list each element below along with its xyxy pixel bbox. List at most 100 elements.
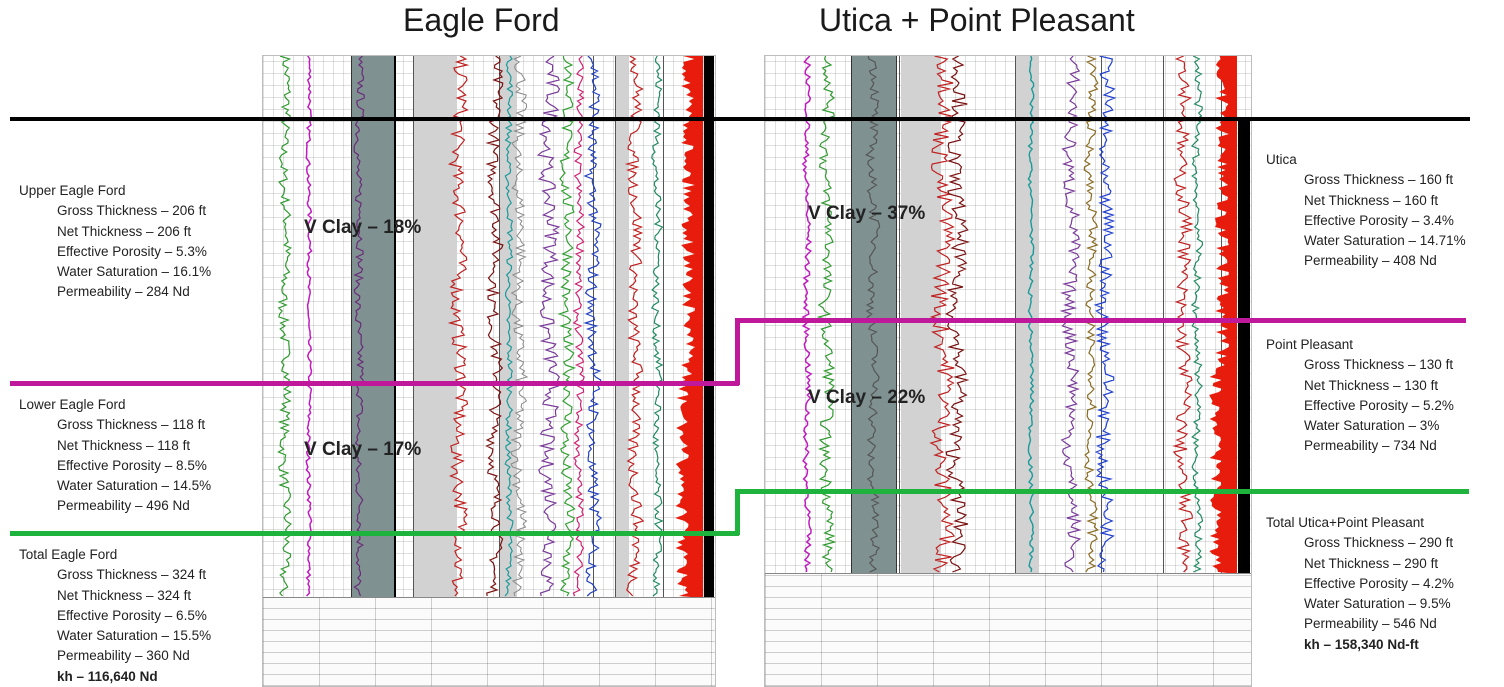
kh-total: kh – 116,640 Nd bbox=[57, 668, 158, 684]
track-separator bbox=[899, 56, 900, 686]
toc-curve bbox=[650, 56, 664, 597]
zone-total-eagle-ford: Total Eagle Ford Gross Thickness – 324 f… bbox=[19, 545, 211, 687]
log-track-headers bbox=[263, 597, 715, 686]
gamma-ray-baseline bbox=[305, 56, 313, 597]
depth-scale-bar bbox=[1238, 120, 1250, 575]
neutron-curve bbox=[510, 56, 529, 597]
net-thickness: Net Thickness – 290 ft bbox=[1304, 555, 1439, 571]
gamma-ray-baseline bbox=[801, 56, 813, 573]
track-separator bbox=[1101, 56, 1102, 686]
zone-point-pleasant: Point Pleasant Gross Thickness – 130 ft … bbox=[1266, 335, 1454, 457]
porosity-curve bbox=[1059, 56, 1083, 573]
saturation-track-shade bbox=[615, 56, 629, 686]
track-separator bbox=[1015, 56, 1016, 686]
gas-content-curve bbox=[624, 56, 645, 597]
gross-thickness: Gross Thickness – 206 ft bbox=[57, 203, 207, 219]
gamma-ray-curve bbox=[816, 56, 837, 573]
resistivity-curve bbox=[447, 56, 470, 597]
effective-porosity: Effective Porosity – 4.2% bbox=[1304, 575, 1454, 591]
permeability-fill bbox=[675, 56, 703, 598]
utica-point-pleasant-boundary-marker bbox=[735, 318, 1466, 323]
effective-porosity: Effective Porosity – 5.2% bbox=[1304, 397, 1454, 413]
base-step-marker bbox=[735, 489, 740, 535]
resistivity-track-shade bbox=[413, 56, 457, 686]
water-saturation: Water Saturation – 15.5% bbox=[57, 628, 212, 644]
density-curve bbox=[1027, 56, 1035, 573]
water-saturation: Water Saturation – 14.5% bbox=[57, 478, 212, 494]
gas-content-curve bbox=[1172, 56, 1194, 573]
resistivity-curve bbox=[485, 56, 504, 597]
saturation-curve bbox=[1093, 56, 1117, 573]
effective-porosity: Effective Porosity – 5.3% bbox=[57, 243, 207, 259]
effective-porosity: Effective Porosity – 6.5% bbox=[57, 607, 207, 623]
utica-well-log bbox=[764, 55, 1252, 687]
water-saturation: Water Saturation – 14.71% bbox=[1304, 233, 1466, 249]
saturation-curve bbox=[572, 56, 586, 597]
gross-thickness: Gross Thickness – 118 ft bbox=[57, 417, 206, 433]
clay-curve bbox=[865, 56, 881, 573]
track-separator bbox=[593, 56, 594, 686]
permeability: Permeability – 360 Nd bbox=[57, 648, 190, 664]
bulk-density-track-shade bbox=[499, 56, 517, 686]
eagle-ford-title: Eagle Ford bbox=[403, 2, 560, 38]
permeability: Permeability – 496 Nd bbox=[57, 498, 190, 514]
utica-point-pleasant-title: Utica + Point Pleasant bbox=[819, 2, 1135, 38]
gross-thickness: Gross Thickness – 324 ft bbox=[57, 567, 207, 583]
boundary-step-marker bbox=[735, 318, 740, 385]
water-saturation: Water Saturation – 16.1% bbox=[57, 264, 212, 280]
net-thickness: Net Thickness – 118 ft bbox=[57, 437, 191, 453]
upper-lower-boundary-marker-left bbox=[10, 381, 739, 386]
kh-total: kh – 158,340 Nd-ft bbox=[1304, 636, 1419, 652]
log-track-headers bbox=[765, 573, 1251, 686]
resistivity-curve bbox=[945, 56, 971, 573]
zone-total-utica-point-pleasant: Total Utica+Point Pleasant Gross Thickne… bbox=[1266, 513, 1454, 655]
zone-name: Utica bbox=[1266, 152, 1297, 167]
effective-porosity: Effective Porosity – 8.5% bbox=[57, 457, 207, 473]
net-thickness: Net Thickness – 160 ft bbox=[1304, 192, 1439, 208]
depth-track-line bbox=[394, 56, 396, 598]
zone-name: Total Eagle Ford bbox=[19, 547, 118, 562]
clay-curve bbox=[353, 56, 365, 597]
zone-lower-eagle-ford: Lower Eagle Ford Gross Thickness – 118 f… bbox=[19, 395, 211, 517]
vclay-upper-eagle-ford: V Clay – 18% bbox=[304, 217, 422, 238]
permeability: Permeability – 408 Nd bbox=[1304, 253, 1437, 269]
zone-utica: Utica Gross Thickness – 160 ft Net Thick… bbox=[1266, 150, 1466, 272]
eagle-ford-log-curves bbox=[277, 56, 703, 598]
zone-name: Total Utica+Point Pleasant bbox=[1266, 515, 1424, 530]
top-formation-marker bbox=[10, 117, 1470, 121]
net-thickness: Net Thickness – 206 ft bbox=[57, 223, 192, 239]
utica-log-curves bbox=[801, 56, 1237, 574]
zone-name: Lower Eagle Ford bbox=[19, 397, 126, 412]
eagle-ford-base-marker bbox=[10, 531, 739, 536]
effective-porosity: Effective Porosity – 3.4% bbox=[1304, 212, 1454, 228]
eagle-ford-well-log bbox=[262, 55, 716, 687]
track-separator bbox=[1163, 56, 1164, 686]
clay-volume-band bbox=[851, 56, 897, 574]
permeability: Permeability – 546 Nd bbox=[1304, 616, 1437, 632]
zone-upper-eagle-ford: Upper Eagle Ford Gross Thickness – 206 f… bbox=[19, 181, 211, 303]
depth-scale-bar bbox=[704, 56, 714, 598]
permeability: Permeability – 284 Nd bbox=[57, 284, 190, 300]
water-saturation: Water Saturation – 9.5% bbox=[1304, 596, 1451, 612]
zone-name: Point Pleasant bbox=[1266, 337, 1354, 352]
porosity-curve bbox=[1083, 56, 1099, 573]
permeability-fill bbox=[1209, 56, 1237, 574]
saturation-curve bbox=[583, 56, 603, 597]
net-thickness: Net Thickness – 324 ft bbox=[57, 587, 192, 603]
track-separator bbox=[413, 56, 414, 686]
gross-thickness: Gross Thickness – 130 ft bbox=[1304, 357, 1454, 373]
permeability: Permeability – 734 Nd bbox=[1304, 438, 1437, 454]
gross-thickness: Gross Thickness – 290 ft bbox=[1304, 535, 1454, 551]
vclay-utica: V Clay – 37% bbox=[808, 203, 926, 224]
density-curve bbox=[504, 56, 514, 597]
zone-name: Upper Eagle Ford bbox=[19, 183, 126, 198]
resistivity-curve bbox=[929, 56, 957, 573]
vclay-point-pleasant: V Clay – 22% bbox=[808, 387, 926, 408]
track-separator bbox=[615, 56, 616, 686]
water-saturation: Water Saturation – 3% bbox=[1304, 418, 1440, 434]
gamma-ray-curve bbox=[277, 56, 293, 597]
net-thickness: Net Thickness – 130 ft bbox=[1304, 377, 1439, 393]
porosity-curve bbox=[557, 56, 576, 597]
point-pleasant-base-marker bbox=[735, 489, 1469, 494]
gross-thickness: Gross Thickness – 160 ft bbox=[1304, 172, 1454, 188]
